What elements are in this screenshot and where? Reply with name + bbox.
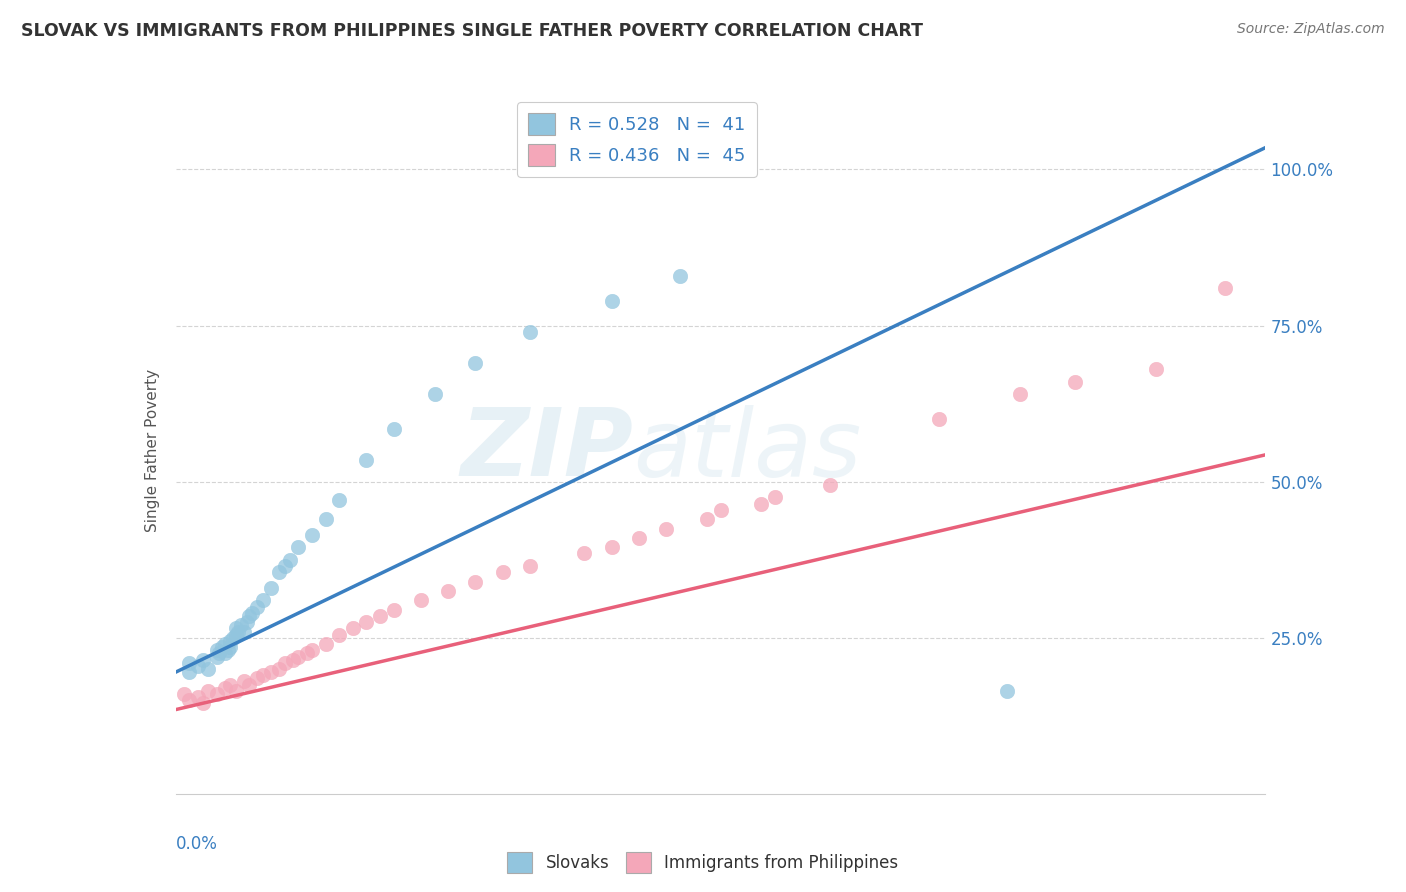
Point [423,387,446,401]
Point [214,681,236,695]
Point [1010,387,1032,401]
Point [186,690,209,705]
Point [928,412,950,426]
Point [246,671,269,685]
Point [219,633,242,648]
Point [225,621,247,635]
Point [600,293,623,308]
Point [238,609,260,624]
Point [818,478,841,492]
Point [464,574,486,589]
Point [710,503,733,517]
Point [274,558,297,574]
Point [269,662,291,676]
Point [995,683,1018,698]
Y-axis label: Single Father Poverty: Single Father Poverty [145,369,160,532]
Point [600,541,623,555]
Point [222,631,245,645]
Text: SLOVAK VS IMMIGRANTS FROM PHILIPPINES SINGLE FATHER POVERTY CORRELATION CHART: SLOVAK VS IMMIGRANTS FROM PHILIPPINES SI… [21,22,924,40]
Point [751,496,773,510]
Point [219,678,242,692]
Point [274,656,297,670]
Point [260,581,283,595]
Point [235,615,257,630]
Point [519,325,541,339]
Point [173,687,195,701]
Point [668,268,690,283]
Point [238,678,260,692]
Point [240,606,263,620]
Point [295,646,318,660]
Text: Source: ZipAtlas.com: Source: ZipAtlas.com [1237,22,1385,37]
Point [232,674,254,689]
Point [246,599,269,614]
Legend: Slovaks, Immigrants from Philippines: Slovaks, Immigrants from Philippines [501,846,905,880]
Point [328,628,350,642]
Point [437,583,460,598]
Legend: R = 0.528   N =  41, R = 0.436   N =  45: R = 0.528 N = 41, R = 0.436 N = 45 [517,103,756,178]
Point [225,683,247,698]
Point [1213,281,1236,295]
Point [301,643,323,657]
Point [763,491,786,505]
Point [179,665,201,680]
Point [655,521,678,535]
Point [368,609,391,624]
Point [382,422,405,436]
Point [382,603,405,617]
Point [1063,375,1085,389]
Point [260,665,283,680]
Point [696,512,718,526]
Point [214,646,236,660]
Point [269,566,291,580]
Point [574,546,596,561]
Point [342,621,364,635]
Point [287,541,309,555]
Point [281,653,304,667]
Point [197,662,219,676]
Point [519,558,541,574]
Point [214,637,236,651]
Text: atlas: atlas [633,405,862,496]
Point [225,628,247,642]
Point [278,552,301,567]
Point [492,566,515,580]
Point [252,668,274,682]
Point [328,493,350,508]
Point [197,683,219,698]
Text: ZIP: ZIP [461,404,633,497]
Point [627,531,650,545]
Point [205,649,228,664]
Point [464,356,486,370]
Text: 0.0%: 0.0% [176,835,218,853]
Point [191,653,214,667]
Point [356,615,378,630]
Point [287,649,309,664]
Point [1144,362,1167,376]
Point [211,640,233,655]
Point [179,693,201,707]
Point [409,593,432,607]
Point [301,528,323,542]
Point [186,658,209,673]
Point [191,696,214,710]
Point [315,512,337,526]
Point [208,646,231,660]
Point [179,656,201,670]
Point [219,640,242,655]
Point [315,637,337,651]
Point [205,643,228,657]
Point [232,624,254,639]
Point [356,452,378,467]
Point [217,643,239,657]
Point [228,624,250,639]
Point [231,618,253,632]
Point [205,687,228,701]
Point [252,593,274,607]
